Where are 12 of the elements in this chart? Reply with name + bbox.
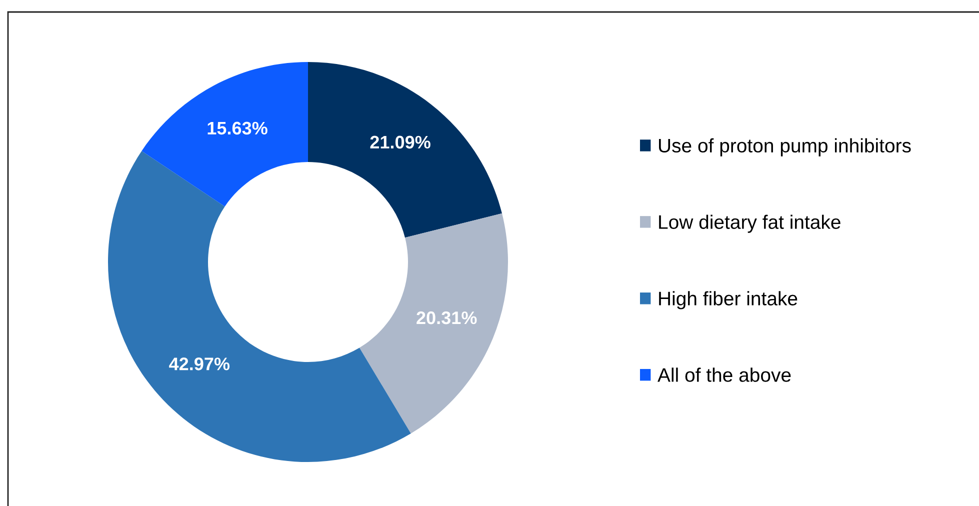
data-label: 15.63% <box>208 122 268 135</box>
donut-slice <box>359 213 508 434</box>
donut-slice <box>308 62 502 238</box>
legend-label: High fiber intake <box>659 291 798 310</box>
data-label: 20.31% <box>416 311 477 324</box>
data-label: 21.09% <box>370 136 430 149</box>
donut-slice <box>142 62 308 206</box>
data-label: 42.97% <box>169 358 230 370</box>
legend-label: Use of proton pump inhibitors <box>659 138 911 156</box>
legend-label: Low dietary fat intake <box>659 214 840 233</box>
legend-label: All of the above <box>658 368 791 382</box>
donut-slice <box>108 150 411 462</box>
